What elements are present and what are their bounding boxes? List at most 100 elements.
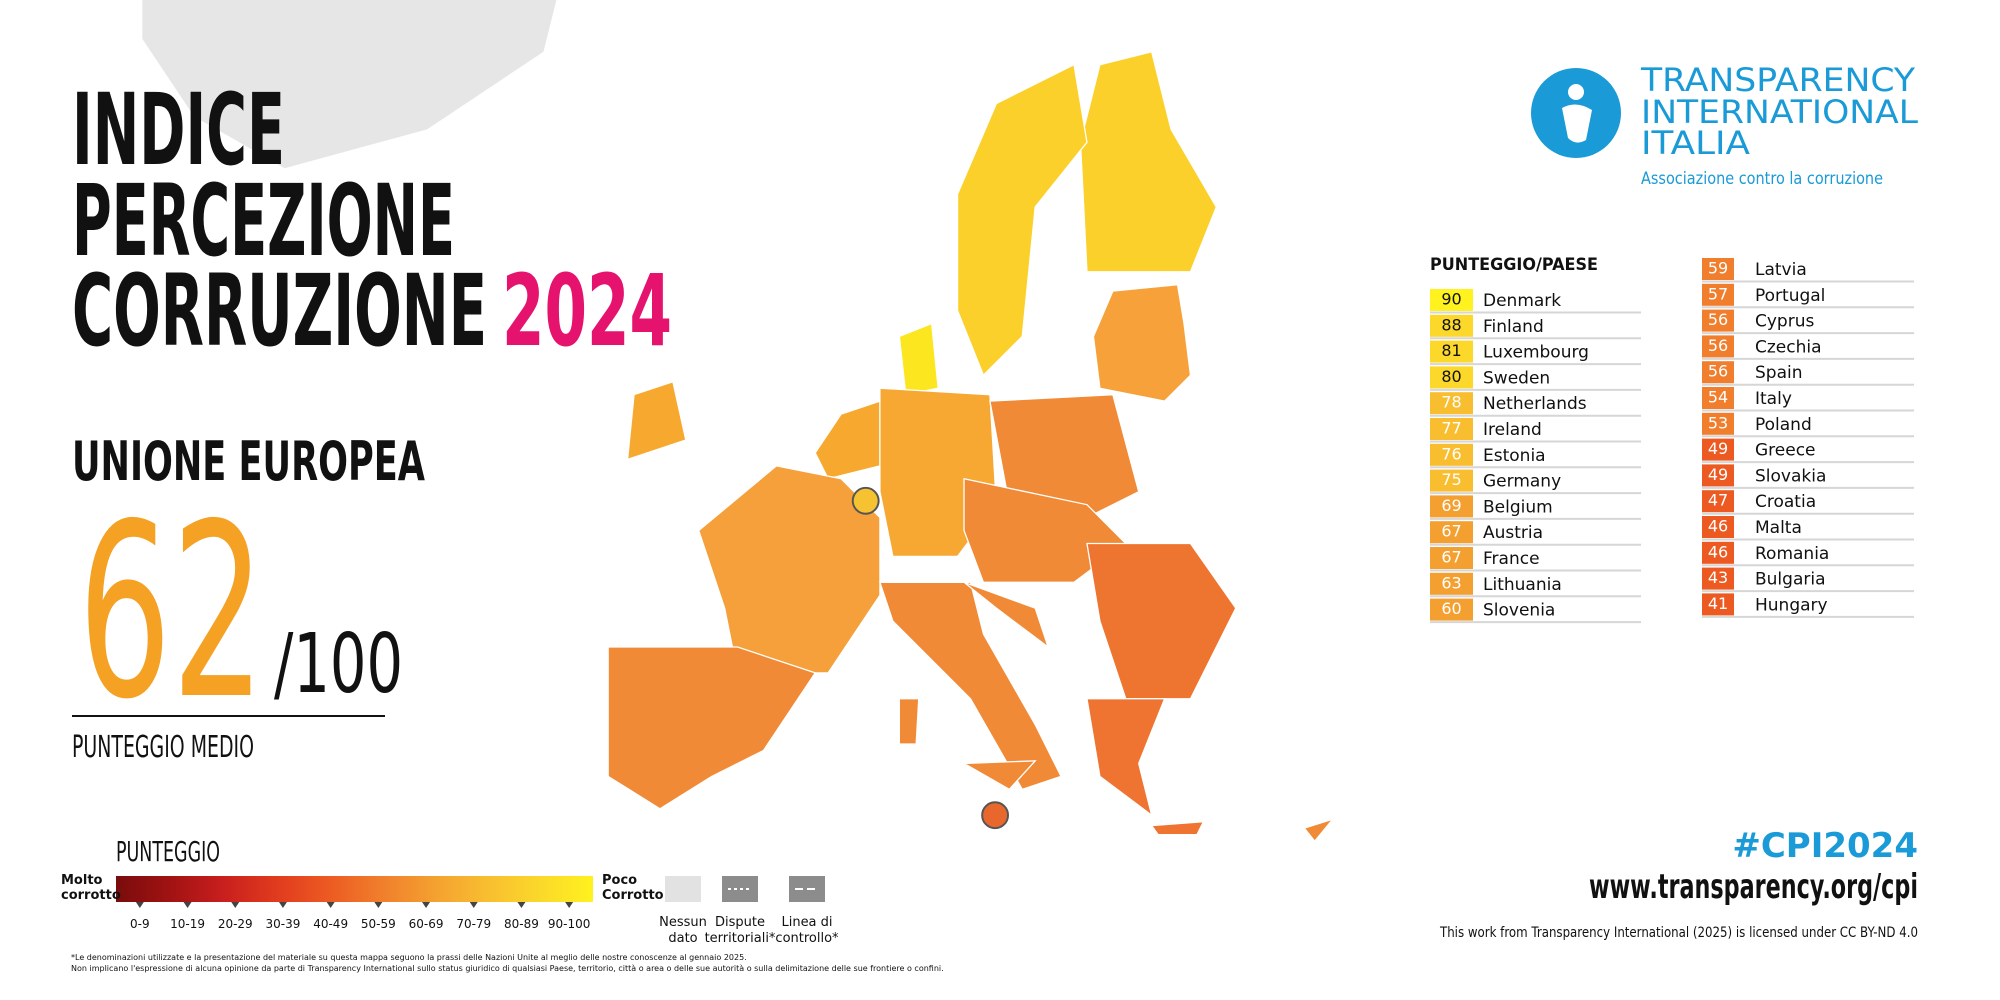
score-box <box>1702 283 1734 306</box>
logo-text: ITALIA <box>1641 124 1750 162</box>
legend-bin-label: 30-39 <box>266 917 301 931</box>
score-box <box>1430 289 1473 311</box>
score: 56 <box>1708 362 1728 381</box>
country: Poland <box>1755 415 1812 435</box>
logo-figure <box>1562 104 1592 143</box>
score-box <box>1702 258 1734 280</box>
legend-tick <box>278 902 287 908</box>
legend-other-label: dato <box>668 931 697 946</box>
footnote: *Le denominazioni utilizzate e la presen… <box>71 953 747 962</box>
logo-text: TRANSPARENCY <box>1640 61 1916 99</box>
score: 67 <box>1441 548 1461 567</box>
score-box <box>1702 490 1734 513</box>
legend-tick <box>469 902 478 908</box>
country: Hungary <box>1755 595 1828 615</box>
legend-bin-label: 20-29 <box>218 917 253 931</box>
country: Bulgaria <box>1755 570 1826 590</box>
score: 75 <box>1441 470 1461 489</box>
country: Germany <box>1483 472 1561 492</box>
legend-other-label: Nessun <box>659 915 707 930</box>
country: Czechia <box>1755 337 1822 357</box>
country: Luxembourg <box>1483 343 1589 363</box>
country: Estonia <box>1483 446 1546 466</box>
country: Croatia <box>1755 492 1816 512</box>
legend-bin-label: 0-9 <box>130 917 150 931</box>
average-max: /100 <box>274 617 403 712</box>
score-box <box>1430 418 1473 440</box>
country: Finland <box>1483 317 1544 337</box>
legend-bin-label: 90-100 <box>548 917 591 931</box>
logo-tagline: Associazione contro la corruzione <box>1641 169 1883 189</box>
country <box>956 63 1088 377</box>
score: 46 <box>1708 542 1728 561</box>
legend-bin-label: 10-19 <box>170 917 205 931</box>
score: 78 <box>1441 393 1461 412</box>
score: 59 <box>1708 259 1728 278</box>
legend-tick <box>135 902 144 908</box>
score: 43 <box>1708 568 1728 587</box>
average-score: 62 <box>78 472 265 752</box>
title-year: 2024 <box>502 254 672 369</box>
legend-other-label: Dispute <box>715 915 765 930</box>
score-box <box>1702 387 1734 409</box>
island <box>898 698 920 745</box>
country: France <box>1483 549 1540 569</box>
score: 49 <box>1708 439 1728 458</box>
country: Latvia <box>1755 260 1807 280</box>
score: 77 <box>1441 419 1461 438</box>
legend-bin-label: 80-89 <box>504 917 539 931</box>
score: 69 <box>1441 496 1461 515</box>
country: Cyprus <box>1755 312 1814 332</box>
legend-other-label: controllo* <box>775 931 839 946</box>
score-box <box>1430 340 1473 363</box>
legend-tick <box>183 902 192 908</box>
legend-gradient <box>116 876 593 902</box>
hashtag: #CPI2024 <box>1732 826 1918 866</box>
score-box <box>1702 516 1734 538</box>
score-box <box>1430 572 1473 595</box>
score: 81 <box>1441 341 1461 360</box>
logo-text: INTERNATIONAL <box>1641 93 1918 131</box>
score: 80 <box>1441 367 1461 386</box>
country: Malta <box>1755 518 1802 538</box>
legend-bin-label: 70-79 <box>456 917 491 931</box>
score-box <box>1430 314 1473 337</box>
legend-low: Molto <box>61 873 103 888</box>
country: Italy <box>1755 389 1792 409</box>
country <box>879 581 1062 791</box>
score: 56 <box>1708 310 1728 329</box>
score-box <box>1430 495 1473 518</box>
country: Greece <box>1755 441 1816 461</box>
score: 53 <box>1708 413 1728 432</box>
malta-marker <box>981 801 1009 830</box>
country: Denmark <box>1483 291 1561 311</box>
country <box>963 581 1050 649</box>
score-box <box>1430 598 1473 621</box>
score: 76 <box>1441 444 1461 463</box>
score: 63 <box>1441 573 1461 592</box>
score-box <box>1702 541 1734 564</box>
country: Slovenia <box>1483 601 1555 621</box>
country: Lithuania <box>1483 575 1562 595</box>
country: Netherlands <box>1483 394 1587 414</box>
country: Spain <box>1755 363 1803 383</box>
score-box <box>1702 412 1734 435</box>
landmass <box>142 0 557 169</box>
score: 41 <box>1708 594 1728 613</box>
legend-tick <box>231 902 240 908</box>
footnote: Non implicano l'espressione di alcuna op… <box>71 964 944 973</box>
country: Romania <box>1755 544 1829 564</box>
score-box <box>1430 521 1473 544</box>
logo-figure <box>1568 84 1584 100</box>
url: www.transparency.org/cpi <box>1589 867 1918 907</box>
luxembourg-marker <box>851 486 880 515</box>
score: 49 <box>1708 465 1728 484</box>
island <box>961 760 1037 791</box>
legend-tick <box>517 902 526 908</box>
country <box>814 400 881 480</box>
title-line: CORRUZIONE <box>72 254 487 369</box>
country <box>963 477 1127 583</box>
country <box>1079 50 1218 273</box>
